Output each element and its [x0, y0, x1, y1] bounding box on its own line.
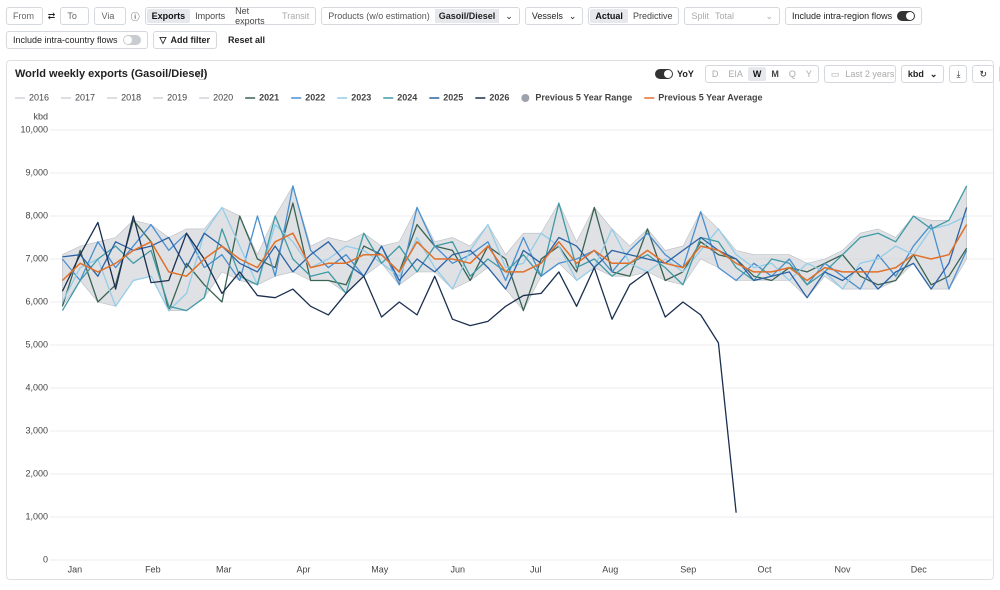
yoy-label: YoY	[677, 69, 694, 79]
unit-label: kbd	[907, 69, 924, 79]
x-tick-label: Jul	[530, 564, 542, 574]
legend-label: Previous 5 Year Average	[658, 92, 762, 102]
products-select[interactable]: Products (w/o estimation) Gasoil/Diesel ⌄	[321, 7, 520, 25]
x-tick-label: Jan	[68, 564, 83, 574]
y-tick-label: 4,000	[25, 382, 48, 392]
mode-option[interactable]: Actual	[590, 9, 628, 23]
chart-title: World weekly exports (Gasoil/Diesel)	[15, 68, 208, 80]
refresh-button[interactable]: ↻	[972, 65, 994, 83]
chart-controls: YoY D EIA W M Q Y ▭ Last 2 years kbd ⌄ ⤓ ↻…	[655, 65, 1000, 83]
via-input[interactable]: Via	[94, 7, 126, 25]
flow-option[interactable]: Imports	[195, 11, 226, 21]
legend-label: 2020	[213, 92, 233, 102]
legend-label: 2025	[443, 92, 463, 102]
flow-option[interactable]: Transit	[282, 11, 310, 21]
x-tick-label: Feb	[145, 564, 161, 574]
period-toggle: D EIA W M Q Y	[704, 65, 819, 83]
legend-swatch	[521, 94, 530, 102]
x-tick-label: Apr	[297, 564, 311, 574]
intra-country-label: Include intra-country flows	[13, 35, 118, 45]
y-tick-label: 0	[43, 554, 48, 564]
period-option[interactable]: Y	[805, 69, 812, 79]
y-tick-label: 5,000	[25, 339, 48, 349]
add-filter-button[interactable]: ▽ Add filter	[152, 31, 217, 49]
legend-label: 2022	[305, 92, 325, 102]
mode-option[interactable]: Predictive	[632, 11, 673, 21]
toolbar-row: Include intra-country flows ▽ Add filter …	[6, 31, 271, 49]
y-tick-label: 6,000	[25, 296, 48, 306]
y-tick-label: 3,000	[25, 425, 48, 435]
yoy-toggle[interactable]: YoY	[655, 69, 694, 79]
vessels-label: Vessels	[531, 11, 563, 21]
period-option[interactable]: M	[771, 69, 779, 79]
x-tick-label: Jun	[451, 564, 466, 574]
legend-label: 2023	[351, 92, 371, 102]
period-option[interactable]: EIA	[728, 69, 743, 79]
period-option[interactable]: D	[711, 69, 719, 79]
chart-card: World weekly exports (Gasoil/Diesel) ⓘ Y…	[6, 60, 1000, 580]
legend-label: 2017	[75, 92, 95, 102]
x-tick-label: May	[371, 564, 389, 574]
y-tick-label: 10,000	[20, 124, 48, 134]
legend-label: 2026	[489, 92, 509, 102]
add-filter-label: Add filter	[170, 35, 210, 45]
date-range-label: Last 2 years	[845, 69, 895, 79]
series-line	[62, 207, 968, 299]
legend-label: 2016	[29, 92, 49, 102]
range-area	[62, 185, 967, 312]
x-tick-label: Aug	[602, 564, 618, 574]
y-tick-label: 8,000	[25, 210, 48, 220]
split-select[interactable]: Split Total ⌄	[684, 7, 781, 25]
series-line	[61, 206, 967, 312]
info-icon[interactable]: ⓘ	[130, 11, 140, 22]
split-label: Split	[691, 11, 709, 21]
flow-option[interactable]: Exports	[146, 9, 191, 23]
average-line	[61, 224, 968, 282]
download-button[interactable]: ⤓	[949, 65, 968, 83]
flow-toggle: Exports Imports Net exports Transit	[144, 6, 317, 26]
legend-label: 2021	[259, 92, 279, 102]
products-label: Products (w/o estimation)	[328, 11, 430, 21]
x-tick-label: Mar	[216, 564, 232, 574]
y-tick-label: 2,000	[25, 468, 48, 478]
y-tick-label: 9,000	[25, 167, 48, 177]
date-range[interactable]: ▭ Last 2 years	[823, 65, 896, 83]
intra-region-label: Include intra-region flows	[792, 11, 893, 21]
legend-label: Previous 5 Year Range	[535, 92, 632, 102]
y-tick-label: 7,000	[25, 253, 48, 263]
legend-label: 2019	[167, 92, 187, 102]
to-input[interactable]: To	[60, 7, 90, 25]
x-tick-label: Nov	[835, 564, 852, 574]
series-line	[61, 215, 737, 513]
y-axis-label: kbd	[33, 111, 48, 121]
intra-region-toggle[interactable]: Include intra-region flows	[785, 7, 923, 25]
menu-button[interactable]: ⋮	[998, 65, 1000, 83]
x-tick-label: Oct	[758, 564, 773, 574]
series-line	[61, 185, 968, 312]
product-chip: Gasoil/Diesel	[434, 9, 500, 23]
y-tick-label: 1,000	[25, 511, 48, 521]
unit-select[interactable]: kbd ⌄	[900, 65, 945, 83]
legend-label: 2024	[397, 92, 417, 102]
mode-toggle: Actual Predictive	[588, 7, 680, 25]
intra-country-toggle[interactable]: Include intra-country flows	[6, 31, 148, 49]
x-tick-label: Sep	[680, 564, 696, 574]
x-tick-label: Dec	[911, 564, 928, 574]
reset-button[interactable]: Reset all	[227, 35, 265, 45]
period-option[interactable]: W	[747, 67, 767, 81]
toolbar: From ⇄ To Via ⓘ Exports Imports Net expo…	[6, 6, 1000, 26]
from-input[interactable]: From	[6, 7, 43, 25]
flow-option[interactable]: Net exports	[235, 6, 265, 26]
legend-label: 2018	[121, 92, 141, 102]
swap-icon[interactable]: ⇄	[47, 10, 56, 21]
info-icon[interactable]: ⓘ	[197, 71, 207, 81]
vessels-select[interactable]: Vessels ⌄	[524, 7, 584, 25]
split-value: Total	[714, 11, 734, 21]
period-option[interactable]: Q	[788, 69, 796, 79]
